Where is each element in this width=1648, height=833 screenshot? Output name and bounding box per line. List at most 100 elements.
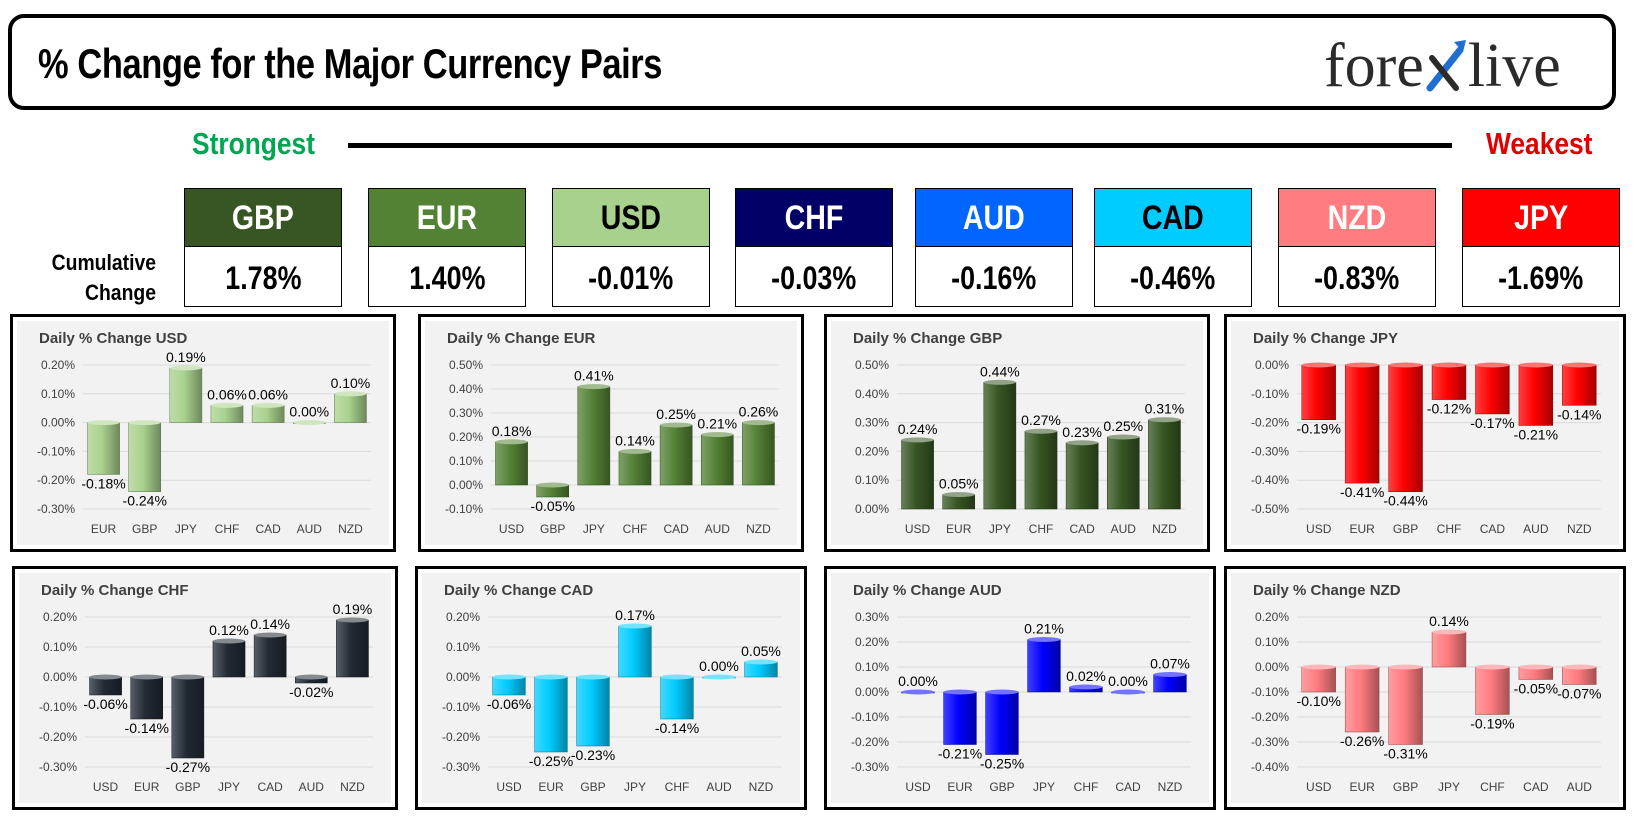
bar-gbp (985, 691, 1019, 755)
cumulative-change-value: 1.78% (185, 247, 341, 307)
y-tick-label: -0.20% (851, 735, 889, 749)
bar-cap (1153, 672, 1187, 677)
y-tick-label: -0.30% (442, 760, 480, 774)
bar-cap (1518, 362, 1553, 368)
y-tick-label: 0.00% (446, 670, 480, 684)
chart-panel: Daily % Change CAD 0.20% 0.10% 0.00% -0.10% -… (415, 566, 807, 810)
bar-aud (700, 434, 734, 486)
data-label: 0.27% (1021, 412, 1061, 428)
x-tick-label: CHF (665, 780, 690, 794)
bar-cap (334, 391, 367, 397)
bar-cap (1562, 664, 1597, 670)
x-tick-label: JPY (583, 522, 605, 536)
data-label: 0.41% (574, 368, 614, 384)
x-tick-label: JPY (624, 780, 646, 794)
currency-code-text: EUR (416, 199, 478, 237)
currency-code: NZD (1279, 189, 1435, 247)
bar-jpy (169, 367, 203, 423)
chart-panel: Daily % Change JPY 0.00% -0.10% -0.20% -0.30… (1224, 314, 1626, 552)
bar-cap (1069, 684, 1103, 690)
data-label: -0.23% (571, 747, 615, 763)
bar-nzd (742, 422, 775, 486)
x-tick-label: JPY (218, 780, 240, 794)
bar-chart: Daily % Change GBP 0.50% 0.40% 0.30% 0.20% 0.… (831, 321, 1203, 545)
bar-usd (1301, 666, 1336, 693)
page-title: % Change for the Major Currency Pairs (38, 40, 663, 87)
y-tick-label: -0.30% (39, 760, 77, 774)
x-tick-label: AUD (1567, 780, 1593, 794)
weakest-label: Weakest (1486, 126, 1593, 161)
y-tick-label: -0.10% (37, 444, 75, 458)
data-label: 0.26% (739, 404, 779, 420)
data-label: -0.31% (1383, 746, 1427, 762)
bar-jpy (212, 640, 246, 678)
strongest-label: Strongest (192, 126, 315, 161)
cumulative-change-value: -0.83% (1279, 247, 1435, 307)
cumulative-change-value-text: -0.83% (1314, 260, 1400, 296)
bar-nzd (336, 619, 369, 678)
data-label: 0.06% (207, 386, 247, 402)
x-tick-label: AUD (297, 522, 323, 536)
bar-nzd (334, 393, 367, 423)
bar-eur (534, 676, 568, 753)
chart-title: Daily % Change JPY (1253, 330, 1398, 347)
bar-chart: Daily % Change NZD0.20%0.10%0.00%-0.10%-… (1231, 573, 1619, 803)
y-tick-label: -0.10% (39, 700, 77, 714)
y-tick-label: 0.50% (449, 358, 483, 372)
x-tick-label: GBP (989, 780, 1014, 794)
data-label: 0.14% (615, 432, 655, 448)
bar-cap (1432, 629, 1466, 635)
bar-jpy (618, 625, 652, 678)
cumulative-change-value-text: 1.78% (224, 260, 302, 296)
currency-code-text: GBP (232, 199, 294, 237)
bar-gbp (128, 422, 162, 492)
data-label: 0.21% (1024, 621, 1064, 637)
bar-cap (742, 420, 775, 426)
y-tick-label: -0.40% (1251, 473, 1289, 487)
bar-chf (1475, 666, 1510, 715)
bar-chf (1024, 430, 1058, 510)
y-tick-label: -0.20% (37, 473, 75, 487)
x-tick-label: USD (1306, 780, 1332, 794)
bar-aud (1518, 364, 1554, 426)
bar-cad (251, 405, 285, 423)
x-tick-label: CAD (255, 522, 281, 536)
currency-box-gbp: GBP 1.78% (184, 188, 342, 307)
x-tick-label: EUR (946, 522, 972, 536)
y-tick-label: 0.50% (855, 358, 889, 372)
bar-cap (1432, 362, 1466, 368)
bar-cap (254, 632, 287, 638)
x-tick-label: CAD (257, 780, 283, 794)
bar-nzd (1562, 364, 1597, 406)
chart-title: Daily % Change CHF (41, 582, 189, 599)
x-tick-label: EUR (538, 780, 564, 794)
cumulative-change-value-text: -0.03% (771, 260, 857, 296)
x-tick-label: CHF (215, 522, 240, 536)
x-tick-label: USD (496, 780, 522, 794)
x-tick-label: GBP (175, 780, 200, 794)
bar-eur (943, 691, 977, 745)
bar-cap (985, 689, 1019, 695)
bar-cap (577, 384, 610, 390)
bar-cap (1111, 689, 1145, 695)
bar-cap (295, 674, 328, 680)
data-label: -0.21% (938, 746, 982, 762)
data-label: 0.05% (741, 643, 781, 659)
currency-code-text: NZD (1327, 199, 1387, 237)
data-label: -0.24% (123, 493, 167, 509)
x-tick-label: CHF (1437, 522, 1462, 536)
currency-box-chf: CHF -0.03% (735, 188, 893, 307)
cumulative-change-value-text: -0.46% (1130, 260, 1216, 296)
x-tick-label: AUD (299, 780, 325, 794)
cumulative-change-value: -1.69% (1463, 247, 1619, 307)
bar-chf (210, 405, 244, 423)
y-tick-label: 0.20% (1255, 610, 1289, 624)
y-tick-label: -0.40% (1251, 760, 1289, 774)
y-tick-label: 0.20% (449, 430, 483, 444)
logo-x-icon (1426, 40, 1466, 92)
x-tick-label: GBP (540, 522, 565, 536)
bar-aud (1106, 436, 1140, 510)
bar-jpy (577, 386, 611, 486)
data-label: -0.41% (1340, 484, 1384, 500)
data-label: -0.27% (166, 759, 210, 775)
